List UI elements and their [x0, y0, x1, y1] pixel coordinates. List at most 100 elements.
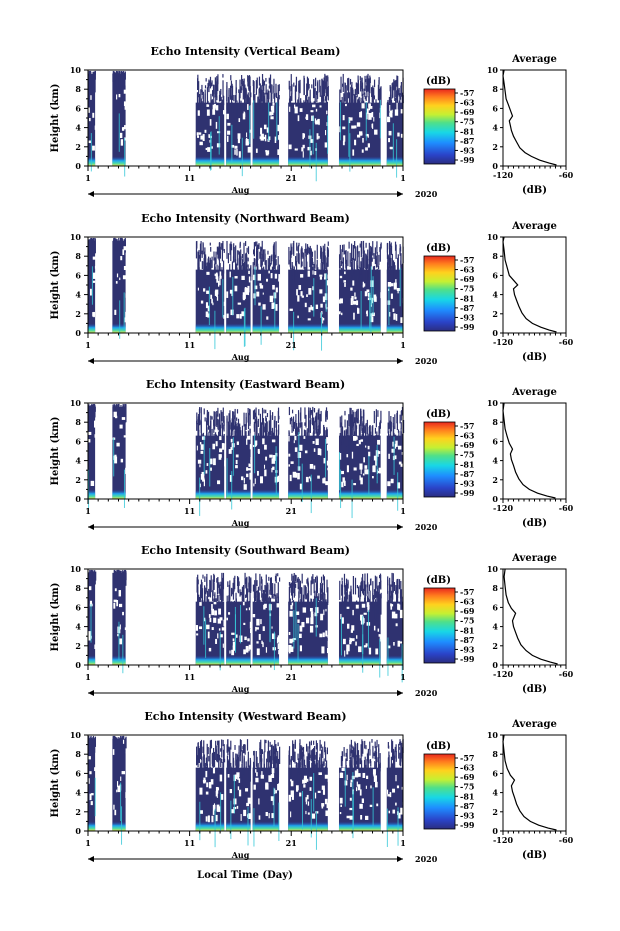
echo-fleck: [122, 70, 124, 80]
echo-fleck: [355, 422, 357, 439]
echo-fleck: [227, 739, 229, 755]
echo-gap: [391, 611, 396, 619]
echo-gap: [220, 794, 224, 800]
echo-fleck: [208, 262, 211, 278]
echo-fleck: [277, 256, 279, 275]
echo-gap: [299, 108, 303, 112]
echo-surface: [226, 821, 251, 831]
echo-spike: [325, 273, 327, 312]
echo-gap: [392, 809, 396, 814]
echo-fleck: [216, 578, 218, 583]
echo-fleck: [397, 254, 399, 270]
x-tick-label: 1: [85, 672, 91, 682]
echo-spike: [118, 113, 120, 152]
echo-fleck: [210, 744, 213, 749]
echo-spike: [118, 621, 120, 661]
echo-gap: [258, 634, 261, 640]
echo-gap: [89, 771, 92, 775]
echo-gap: [214, 290, 218, 296]
echo-fleck: [361, 577, 363, 592]
echo-fleck: [303, 252, 305, 269]
echo-fleck: [398, 100, 400, 115]
year-label: 2020: [415, 522, 438, 532]
echo-fleck: [397, 257, 399, 277]
echo-fleck: [324, 593, 326, 612]
echo-gap: [299, 444, 303, 451]
echo-fleck: [297, 753, 299, 761]
echo-fleck: [320, 263, 322, 271]
echo-gap: [371, 297, 374, 304]
echo-spike: [365, 102, 367, 141]
echo-gap: [360, 111, 362, 118]
echo-fleck: [272, 260, 275, 278]
echo-gap: [306, 294, 308, 298]
echo-fleck: [120, 237, 122, 252]
echo-gap: [274, 273, 278, 279]
echo-fleck: [365, 254, 367, 265]
echo-fleck: [353, 411, 355, 431]
echo-gap: [360, 614, 364, 621]
echo-fleck: [319, 739, 321, 751]
echo-fleck: [90, 239, 92, 253]
echo-fleck: [318, 269, 320, 288]
y-tick-label: 4: [75, 123, 81, 133]
echo-fleck: [207, 83, 209, 88]
echo-gap: [302, 779, 306, 784]
colorbar-label: -69: [460, 107, 475, 117]
echo-fleck: [323, 94, 325, 102]
echo-fleck: [378, 581, 381, 589]
colorbar-label: -75: [460, 616, 474, 626]
echo-gap: [119, 624, 121, 630]
profile-y-tick-label: 8: [492, 251, 498, 261]
echo-gap: [205, 791, 209, 795]
echo-fleck: [295, 256, 297, 266]
echo-fleck: [290, 96, 292, 114]
echo-spike: [209, 448, 211, 487]
echo-fleck: [258, 243, 260, 249]
echo-spike: [274, 292, 276, 331]
echo-gap: [353, 483, 357, 486]
echo-fleck: [392, 763, 394, 778]
echo-gap: [270, 774, 275, 778]
echo-gap: [229, 789, 233, 794]
echo-fleck: [256, 590, 258, 602]
echo-gap: [389, 792, 392, 798]
echo-block: [112, 572, 126, 665]
echo-fleck: [198, 429, 200, 438]
echo-gap: [373, 775, 377, 782]
echo-fleck: [197, 422, 199, 441]
echo-gap: [288, 644, 292, 652]
echo-fleck: [370, 247, 373, 262]
echo-fleck: [246, 247, 248, 253]
echo-fleck: [242, 267, 245, 283]
echo-gap: [278, 274, 281, 279]
echo-gap: [89, 600, 93, 607]
echo-fleck: [369, 424, 371, 441]
echo-gap: [260, 133, 264, 141]
echo-fleck: [267, 250, 269, 255]
echo-gap: [268, 775, 272, 782]
echo-fleck: [314, 87, 316, 106]
echo-gap: [205, 302, 209, 309]
echo-fleck: [234, 433, 236, 445]
profile-xlabel: (dB): [522, 185, 547, 196]
echo-gap: [307, 270, 310, 277]
echo-spike: [119, 300, 121, 339]
echo-gap: [216, 143, 221, 148]
echo-fleck: [346, 596, 348, 604]
echo-gap: [269, 111, 272, 116]
echo-fleck: [292, 600, 294, 618]
echo-gap: [227, 774, 230, 778]
echo-fleck: [262, 89, 264, 102]
echo-spike: [231, 124, 233, 164]
echo-fleck: [201, 261, 203, 270]
echo-fleck: [273, 244, 275, 263]
echo-gap: [243, 622, 246, 626]
echo-gap: [346, 454, 349, 458]
echo-fleck: [259, 99, 261, 109]
echo-fleck: [263, 409, 265, 414]
echo-fleck: [305, 430, 307, 451]
echo-fleck: [270, 577, 272, 595]
echo-fleck: [92, 405, 94, 409]
echo-fleck: [230, 85, 232, 100]
